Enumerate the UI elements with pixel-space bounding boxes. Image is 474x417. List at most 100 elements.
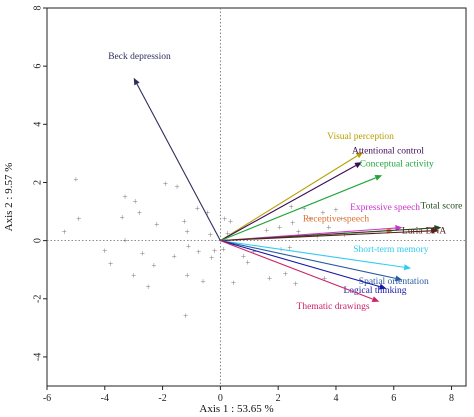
observation-point: + <box>290 218 295 228</box>
vector-line <box>220 240 380 288</box>
observation-point: + <box>133 196 138 206</box>
vector-label: Spatial orientation <box>359 277 429 287</box>
y-tick-label: 8 <box>32 6 43 11</box>
vector-label: Expressive speech <box>350 203 420 213</box>
vector-label: Luria-DNA <box>402 226 446 236</box>
observation-point: + <box>241 252 246 262</box>
x-tick-label: 4 <box>333 393 338 404</box>
observation-point: + <box>225 228 230 238</box>
y-tick-label: 2 <box>32 180 43 185</box>
vector-conceptual-activity: Conceptual activity <box>220 159 434 242</box>
vector-line <box>220 155 358 242</box>
vector-thematic-drawings: Thematic drawings <box>220 240 380 312</box>
vector-short-term-memory: Short-term memory <box>220 240 429 271</box>
observation-point: + <box>231 278 236 288</box>
observation-point: + <box>122 192 127 202</box>
y-tick-label: 0 <box>32 238 43 243</box>
vector-arrowhead <box>354 162 362 169</box>
vector-arrowhead <box>403 264 412 271</box>
observation-point: + <box>186 241 191 251</box>
y-axis-label: Axis 2 : 9.57 % <box>3 163 15 232</box>
observation-point: + <box>296 227 301 237</box>
reference-lines <box>47 8 466 386</box>
observation-point: + <box>62 227 67 237</box>
y-tick-label: 6 <box>32 64 43 69</box>
vector-label: Receptive speech <box>303 215 369 225</box>
vector-label: Beck depression <box>108 52 171 62</box>
observation-point: + <box>264 225 269 235</box>
observation-point: + <box>174 182 179 192</box>
vector-line <box>220 165 357 242</box>
observation-point: + <box>267 273 272 283</box>
observation-points: ++++++++++++++++ ++++++++++++++++++++++++… <box>62 175 347 322</box>
observation-point: + <box>122 236 127 246</box>
vector-attentional-control: Attentional control <box>220 146 424 242</box>
vector-arrowhead <box>374 175 383 181</box>
observation-point: + <box>289 202 294 212</box>
observation-point: + <box>322 273 327 283</box>
observation-point: + <box>183 311 188 321</box>
axes: -6 -4 -2 0 2 4 6 8 -4 -2 0 2 4 6 8 <box>32 6 454 405</box>
observation-point: + <box>182 217 187 227</box>
observation-point: + <box>221 244 226 254</box>
observation-point: + <box>185 227 190 237</box>
observation-point: + <box>228 217 233 227</box>
observation-point: + <box>185 271 190 281</box>
observation-point: + <box>120 212 125 222</box>
observation-point: + <box>73 175 78 185</box>
variable-vectors: Beck depression Visual perception Attentio… <box>108 52 462 312</box>
observation-point: + <box>320 208 325 218</box>
observation-point: + <box>140 249 145 259</box>
vector-label: Thematic drawings <box>297 302 370 312</box>
observation-point: + <box>307 214 312 224</box>
x-axis-label: Axis 1 : 53.65 % <box>199 403 273 415</box>
x-tick-label: 2 <box>276 393 281 404</box>
observation-point: + <box>326 223 331 233</box>
y-tick-label: -2 <box>32 295 43 303</box>
vector-label: Total score <box>421 202 463 212</box>
x-tick-label: -6 <box>43 393 51 404</box>
observation-point: + <box>287 243 292 253</box>
observation-point: + <box>137 208 142 218</box>
observation-point: + <box>245 257 250 267</box>
vector-arrowhead <box>355 151 364 159</box>
vector-label: Visual perception <box>327 132 394 142</box>
observation-point: + <box>209 253 214 263</box>
x-tick-label: -4 <box>101 393 109 404</box>
observation-point: + <box>222 214 227 224</box>
x-tick-label: 0 <box>218 393 223 404</box>
vector-arrowhead <box>133 77 140 86</box>
observation-point: + <box>333 205 338 215</box>
observation-point: + <box>283 269 288 279</box>
vector-arrowhead <box>394 275 403 282</box>
vector-beck-depression: Beck depression <box>108 52 221 241</box>
observation-point: + <box>151 260 156 270</box>
vector-line <box>220 240 373 300</box>
vector-spatial-orientation: Spatial orientation <box>220 240 429 287</box>
observation-point: + <box>277 223 282 233</box>
x-tick-label: 6 <box>391 393 396 404</box>
observation-point: + <box>201 276 206 286</box>
observation-point: + <box>146 282 151 292</box>
vector-label: Short-term memory <box>353 245 428 255</box>
observation-point: + <box>212 246 217 256</box>
vector-arrowhead <box>371 296 380 302</box>
vector-visual-perception: Visual perception <box>220 132 394 242</box>
vector-line <box>220 230 432 242</box>
observation-point: + <box>293 279 298 289</box>
vector-luria-dna: Luria-DNA <box>220 226 446 242</box>
vector-line <box>220 240 396 279</box>
vector-arrowhead <box>378 283 387 290</box>
vector-line <box>136 83 221 241</box>
observation-point: + <box>302 204 307 214</box>
observation-point: + <box>172 252 177 262</box>
vector-label: Conceptual activity <box>360 159 434 169</box>
vector-line <box>220 177 376 242</box>
vector-label: Logical thinking <box>343 286 406 296</box>
x-tick-label: -2 <box>158 393 166 404</box>
observation-point: + <box>196 247 201 257</box>
vector-arrowhead <box>431 227 439 234</box>
vector-arrowhead <box>395 225 403 232</box>
observation-point: + <box>76 214 81 224</box>
x-tick-label: 8 <box>449 393 454 404</box>
